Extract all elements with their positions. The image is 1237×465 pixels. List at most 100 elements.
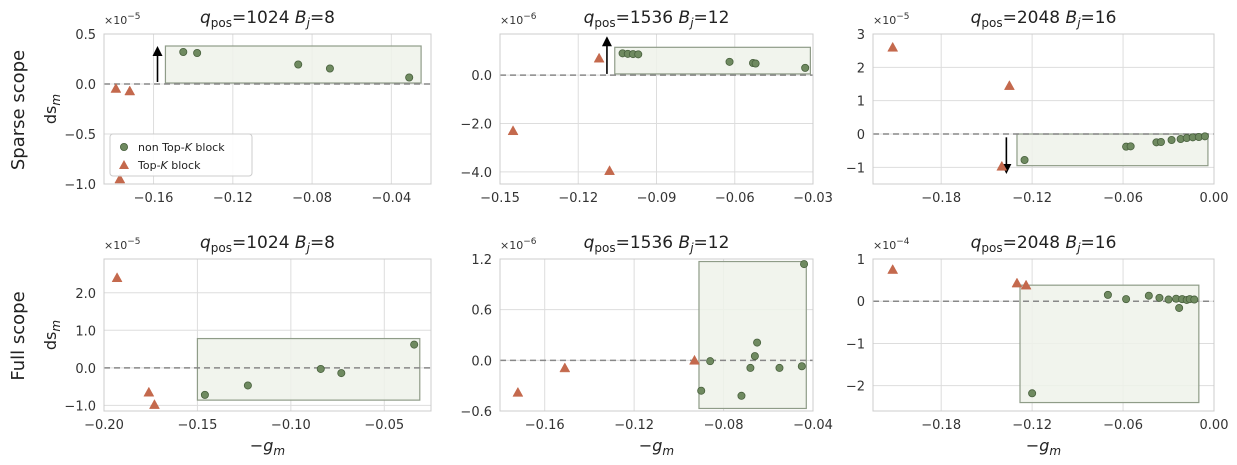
plot-frame [103,258,432,412]
circle-point-0 [697,386,706,395]
x-tick-label: −0.03 [793,191,833,206]
y-tick-label: 1 [857,95,865,110]
x-tick-label: −0.04 [793,418,833,433]
x-axis-label: −gm [1026,436,1061,458]
circle-point-3 [1144,291,1153,300]
circle-point-6 [775,363,784,372]
triangle-point-1 [143,386,155,397]
circle-point-3 [746,363,755,372]
y-axis-label: dsm [41,94,63,124]
y-axis-label: dsm [41,320,63,350]
triangle-point-1 [1011,277,1023,288]
x-tick-label: −0.15 [178,418,218,433]
triangle-point-1 [593,52,605,63]
circle-point-0 [1020,155,1029,164]
x-tick-label: −0.16 [134,191,174,206]
circle-point-4 [750,352,759,361]
x-tick-label: −0.04 [371,191,411,206]
circle-point-11 [1190,295,1199,304]
circle-point-4 [405,73,414,82]
panel-title: qpos=2048 Bj=16 [971,233,1117,255]
x-tick-label: −0.12 [558,191,598,206]
triangle-point-2 [149,399,160,409]
triangle-point-0 [887,41,899,52]
circle-point-2 [737,391,746,400]
circle-point-4 [1156,137,1165,146]
circle-point-10 [1175,303,1184,312]
panel-title: qpos=1536 Bj=12 [584,8,730,30]
highlight-box [196,337,421,401]
triangle-point-1 [1003,80,1015,90]
x-tick-label: −0.12 [1012,418,1052,433]
row-label-sparse: Sparse scope [8,50,29,170]
circle-point-2 [1126,142,1135,151]
x-tick-label: −0.12 [1012,191,1052,206]
circle-point-1 [1103,290,1112,299]
y-multiplier: ×10−4 [873,237,910,252]
panels: −0.16 −0.12 −0.08 −0.04 −1.0 −0.5 0.0 0.5 ×10−5 q… [41,8,1228,458]
y-tick-label: 1.0 [75,324,96,339]
highlight-box [1019,284,1200,404]
highlight-box [164,45,422,84]
x-tick-label: −0.08 [704,418,744,433]
triangle-point-2 [689,354,700,365]
y-multiplier: ×10−5 [104,237,141,252]
highlight-box [698,260,807,410]
y-tick-label: −1 [846,161,865,176]
y-tick-label: 0.0 [471,69,492,84]
y-tick-label: 0.0 [75,362,96,377]
triangle-point-0 [111,272,123,283]
x-tick-label: −0.08 [292,191,332,206]
panel-title: qpos=2048 Bj=16 [971,8,1117,30]
triangle-point-2 [1020,279,1032,290]
x-tick-label: −0.12 [614,418,654,433]
x-tick-label: 0.00 [1200,191,1229,206]
x-tick-label: 0.00 [1200,418,1229,433]
circle-point-1 [243,381,252,390]
legend-triangle-label: Top-K block [137,159,201,172]
y-tick-label: −1.0 [64,178,96,193]
y-tick-label: 1.2 [471,253,492,268]
panel-1: −0.16 −0.12 −0.08 −0.04 −1.0 −0.5 0.0 0.5 ×10−5 q… [41,8,432,206]
y-tick-label: 3 [857,28,865,43]
circle-point-2 [294,60,303,69]
y-multiplier: ×10−6 [500,12,537,27]
triangle-point-2 [114,173,126,184]
y-multiplier: ×10−5 [104,12,141,27]
y-tick-label: −1 [846,337,865,352]
x-tick-label: −0.06 [715,191,755,206]
circle-point-1 [706,357,715,366]
y-tick-label: 0.0 [75,78,96,93]
x-tick-label: −0.20 [84,418,124,433]
y-tick-label: 0.6 [471,304,492,319]
panel-3: −0.18 −0.12 −0.06 0.00 −1 0 1 2 3 ×10−5 qpos=2048 … [846,8,1229,206]
y-tick-label: 1 [857,253,865,268]
circle-point-0 [1028,389,1037,398]
circle-point-0 [200,390,209,399]
row-label-full: Full scope [8,291,29,380]
circle-point-4 [1155,293,1164,302]
plot-frame [499,258,814,412]
x-tick-label: −0.06 [1103,418,1143,433]
panel-6: −0.18 −0.12 −0.06 0.00 −2 −1 0 1 ×10−4 qpos=2048 … [846,233,1229,458]
x-axis-label: −gm [639,436,674,458]
circle-point-3 [325,64,334,73]
panel-5: −0.16 −0.12 −0.08 −0.04 −0.6 0.0 0.6 1.2 ×10−6 qp… [460,233,833,458]
triangle-point-2 [604,165,615,175]
panel-4: −0.20 −0.15 −0.10 −0.05 −1.0 0.0 1.0 2.0 ×10−5 qp… [41,233,432,458]
circle-point-5 [1164,295,1173,304]
y-tick-label: −4.0 [460,166,492,181]
circle-point-3 [337,369,346,378]
circle-point-2 [316,364,325,373]
circle-point-10 [1200,132,1209,141]
highlight-box [614,46,811,75]
legend: non Top-K block Top-K block [109,133,253,177]
plot-frame [872,33,1215,185]
x-tick-label: −0.05 [364,418,404,433]
x-tick-label: −0.18 [921,191,961,206]
circle-point-7 [797,362,806,371]
y-tick-label: 0.5 [75,28,96,43]
y-multiplier: ×10−5 [873,12,910,27]
y-tick-label: 0 [857,295,865,310]
